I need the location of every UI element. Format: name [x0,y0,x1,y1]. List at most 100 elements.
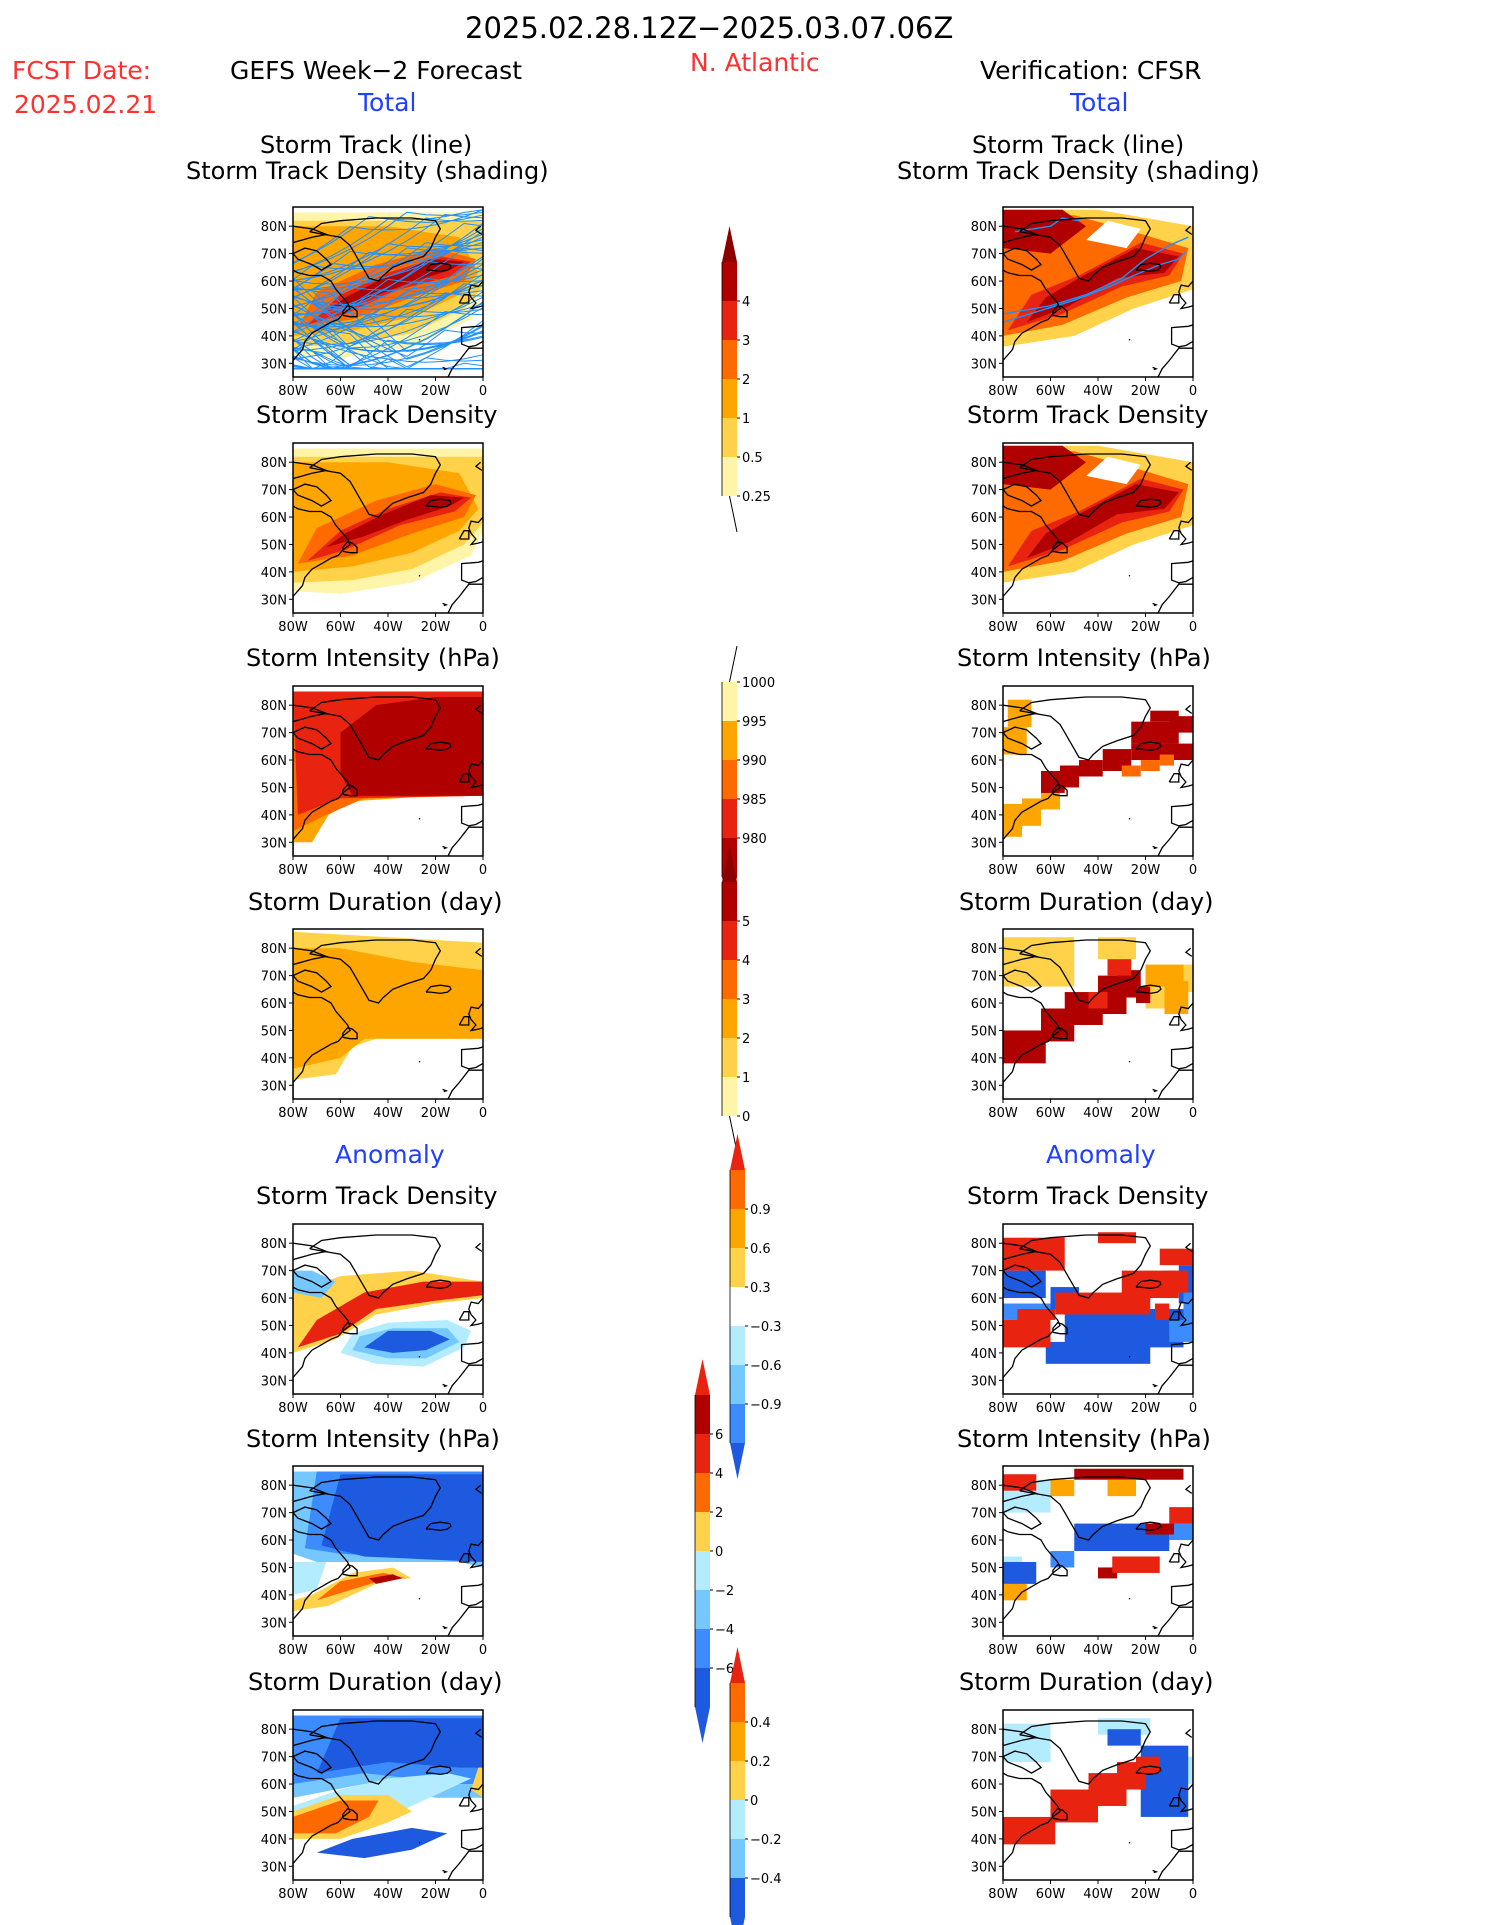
coastline [1052,1807,1068,1821]
coastline [1178,1783,1193,1813]
grid-cell [1050,1551,1075,1568]
lat-label: 30N [261,593,287,608]
colorbar-segment [730,1209,745,1248]
lon-label: 0 [1189,384,1197,399]
colorbar-label: 0 [715,1545,723,1560]
map-shading [293,1710,483,1880]
map-shading [293,443,483,613]
left-total-label: Total [358,88,417,117]
coastline [418,1597,421,1600]
date-range-title: 2025.02.28.12Z−2025.03.07.06Z [465,11,954,45]
coastline [1152,1625,1159,1630]
shading-region [340,697,483,796]
coastline [447,826,483,856]
grid-cell [1003,803,1022,837]
coastline [1184,704,1193,714]
lon-label: 20W [1131,384,1161,399]
grid-cell [1060,765,1079,788]
lon-label: 20W [1131,1887,1161,1902]
colorbar-segment [722,921,737,960]
colorbar-label: 0.25 [742,490,771,505]
coastline [1157,826,1193,856]
colorbar-segment [722,457,737,496]
coastline [1003,947,1039,966]
coastline [468,759,483,789]
coastline [1157,583,1193,613]
coastline [1052,1321,1068,1335]
coastline [1052,304,1068,318]
colorbar-segment [722,682,737,721]
grid-cell [1169,1507,1193,1524]
colorbar-label: 1000 [742,676,775,691]
shading-region [321,1474,483,1562]
lat-label: 80N [971,220,997,235]
lat-label: 80N [261,699,287,714]
lat-label: 60N [971,275,997,290]
coastline [1128,574,1131,577]
grid-cell [1164,1270,1189,1293]
colorbar-duration: 5 4 3 2 1 0 [721,846,750,1153]
map-shading [1003,929,1193,1099]
grid-cell [1121,765,1141,777]
lat-label: 60N [971,1534,997,1549]
colorbar-segment [730,1722,745,1761]
lon-label: 60W [1036,1401,1066,1416]
coastline [1135,1279,1162,1290]
coastline [1157,1069,1193,1099]
grid-cell [1169,1319,1193,1342]
coastline [1184,225,1193,235]
lon-label: 20W [1131,863,1161,878]
lon-label: 60W [326,1401,356,1416]
coastline [293,247,333,271]
storm-track-line [293,247,483,316]
grid-cell [1136,1756,1160,1774]
title-left-duration: Storm Duration (day) [248,888,503,916]
lon-label: 40W [373,1106,403,1121]
grid-cell [1098,1567,1117,1579]
coastline [1003,461,1039,480]
grid-cell [1169,1523,1193,1541]
coastline [309,453,442,518]
storm-track-line [293,324,483,367]
coastline [293,726,333,750]
lon-label: 0 [479,1643,487,1658]
shading-region [316,1718,483,1774]
lon-label: 40W [1083,620,1113,635]
lat-label: 60N [261,997,287,1012]
lat-label: 50N [261,781,287,796]
lat-label: 60N [261,754,287,769]
coastline [1168,773,1180,783]
lon-label: 20W [421,620,451,635]
coastline [1052,540,1068,554]
grid-cell [1098,1232,1136,1244]
storm-track-line [293,330,483,353]
coastline [293,1506,333,1530]
coastline [1128,338,1131,341]
colorbar-label: 4 [715,1467,723,1482]
lon-label: 20W [1131,1401,1161,1416]
colorbar-segment [730,1326,745,1365]
coastline [1019,453,1152,518]
lon-label: 0 [479,620,487,635]
coastline [442,1869,449,1874]
colorbar-label: −0.6 [750,1359,782,1374]
lat-label: 80N [971,1479,997,1494]
coastline [442,1088,449,1093]
lon-label: 60W [1036,1106,1066,1121]
grid-cell [1131,743,1193,761]
coastline [1003,969,1043,993]
coastline [460,1827,483,1851]
grid-cell [1007,699,1032,728]
lon-label: 0 [479,863,487,878]
coastline [425,1279,452,1290]
colorbar-label: 2 [742,373,750,388]
colorbar-segment [722,418,737,457]
coastline [293,704,329,723]
coastline [1003,483,1043,507]
colorbar-segment [722,379,737,418]
coastline [342,783,358,797]
grid-cell [1159,1248,1193,1266]
coastline [474,225,483,235]
right-column-title: Verification: CFSR [980,56,1202,85]
coastline [1019,1234,1152,1299]
